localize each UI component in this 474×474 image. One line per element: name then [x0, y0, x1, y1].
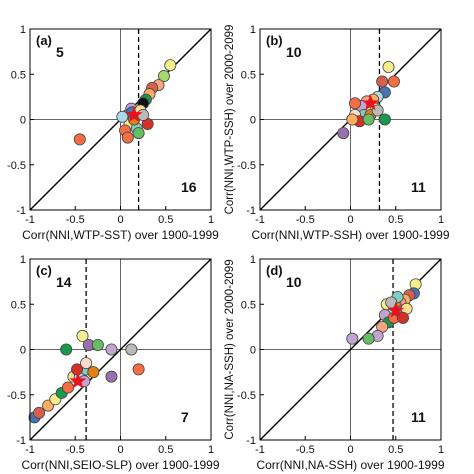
- ensemble-star: [387, 301, 405, 318]
- ensemble-star: [69, 372, 87, 389]
- model-point: [125, 343, 138, 356]
- model-point: [396, 311, 409, 324]
- x-tick-label: -1: [255, 214, 265, 226]
- count-lower-right: 11: [411, 179, 426, 195]
- model-point: [62, 381, 75, 394]
- model-point: [87, 366, 100, 379]
- panel-label: (a): [36, 33, 52, 48]
- count-lower-right: 11: [411, 409, 426, 425]
- y-tick-label: 0: [250, 115, 256, 127]
- model-point: [337, 127, 350, 140]
- model-point: [105, 343, 118, 356]
- x-tick-label: 0.5: [158, 444, 173, 456]
- model-point: [362, 113, 375, 126]
- y-tick-label: 0.5: [11, 299, 26, 311]
- y-tick-label: 0.5: [11, 69, 26, 81]
- x-tick-label: 1: [438, 214, 444, 226]
- x-tick-label: -0.5: [66, 444, 85, 456]
- model-point: [116, 110, 129, 123]
- model-point: [362, 332, 375, 345]
- model-point: [157, 70, 170, 83]
- model-point: [60, 343, 73, 356]
- model-point: [137, 108, 150, 121]
- ensemble-star: [125, 106, 143, 123]
- y-tick-label: 0: [20, 345, 26, 357]
- count-upper-left: 10: [286, 44, 302, 60]
- model-point: [376, 75, 389, 88]
- x-axis-label: Corr(NNI,NA-SSH) over 1900-1999: [256, 458, 444, 472]
- y-axis-label: Corr(NNI,NA-SSH) over 2000-2099: [224, 259, 236, 439]
- y-tick-label: -0.5: [237, 390, 256, 402]
- model-point: [80, 357, 93, 370]
- panel-label: (c): [36, 263, 52, 278]
- x-axis-label: Corr(NNI,WTP-SST) over 1900-1999: [22, 228, 219, 242]
- model-point: [91, 338, 104, 351]
- x-tick-label: -1: [25, 444, 35, 456]
- x-tick-label: 0: [347, 214, 353, 226]
- x-tick-label: -0.5: [296, 214, 315, 226]
- model-point: [346, 113, 359, 126]
- panel-label: (b): [266, 33, 283, 48]
- count-upper-left: 14: [56, 274, 72, 290]
- model-point: [382, 61, 395, 74]
- panel-label: (d): [266, 263, 283, 278]
- panel-d: -1-1-0.5-0.5000.50.511(d)1011Corr(NNI,NA…: [224, 254, 445, 472]
- y-tick-label: -1: [16, 435, 26, 447]
- model-point: [132, 363, 145, 376]
- y-tick-label: -1: [16, 205, 26, 217]
- model-point: [73, 133, 86, 146]
- x-tick-label: 1: [208, 214, 214, 226]
- model-point: [387, 75, 400, 88]
- panel-a: -1-1 -0.5 -0.5 0 0 0.5 0.5 1 1 (a) 5 16 Corr(NNI,WTP…: [7, 24, 219, 242]
- y-axis-label: Corr(NNI,WTP-SSH) over 2000-2099: [224, 25, 236, 215]
- y-tick-label: -0.5: [7, 160, 26, 172]
- model-point: [105, 370, 118, 383]
- model-point: [76, 329, 89, 342]
- model-point: [346, 332, 359, 345]
- count-lower-right: 16: [181, 179, 197, 195]
- y-tick-label: 1: [20, 254, 26, 266]
- x-tick-label: 0.5: [388, 214, 403, 226]
- y-tick-label: -1: [246, 205, 256, 217]
- x-tick-label: 1: [208, 444, 214, 456]
- model-point: [121, 131, 134, 144]
- model-point: [33, 406, 46, 419]
- panel-b: -1-1-0.5-0.5000.50.511(b)1011Corr(NNI,WT…: [224, 24, 450, 242]
- x-tick-label: 0.5: [158, 214, 173, 226]
- model-point: [378, 113, 391, 126]
- x-axis-label: Corr(NNI,WTP-SSH) over 1900-1999: [251, 228, 449, 242]
- x-tick-label: 1: [438, 444, 444, 456]
- panel-c: -1-1 -0.5 -0.5 0 0 0.5 0.5 1 1 (c) 14 7 Corr(NNI,SEI…: [7, 254, 220, 472]
- x-tick-label: -0.5: [66, 214, 85, 226]
- model-point: [371, 104, 384, 117]
- count-upper-left: 10: [286, 274, 302, 290]
- count-lower-right: 7: [181, 409, 189, 425]
- y-tick-label: 0.5: [241, 69, 256, 81]
- y-tick-label: 0: [20, 115, 26, 127]
- one-to-one-line: [29, 258, 212, 441]
- x-tick-label: -0.5: [296, 444, 315, 456]
- x-tick-label: 0: [347, 444, 353, 456]
- y-tick-label: 0.5: [241, 299, 256, 311]
- y-tick-label: -0.5: [237, 160, 256, 172]
- y-tick-label: 1: [250, 254, 256, 266]
- y-tick-label: 0: [250, 345, 256, 357]
- y-tick-label: 1: [20, 24, 26, 36]
- x-axis-label: Corr(NNI,SEIO-SLP) over 1900-1999: [21, 458, 219, 472]
- x-tick-label: 0: [117, 214, 123, 226]
- x-tick-label: -1: [25, 214, 35, 226]
- model-point: [164, 59, 177, 72]
- y-tick-label: 1: [250, 24, 256, 36]
- count-upper-left: 5: [56, 44, 64, 60]
- model-point: [132, 127, 145, 140]
- y-tick-label: -1: [246, 435, 256, 447]
- model-point: [349, 97, 362, 110]
- ensemble-star: [361, 94, 379, 111]
- x-tick-label: 0: [117, 444, 123, 456]
- x-tick-label: 0.5: [388, 444, 403, 456]
- y-tick-label: -0.5: [7, 390, 26, 402]
- x-tick-label: -1: [255, 444, 265, 456]
